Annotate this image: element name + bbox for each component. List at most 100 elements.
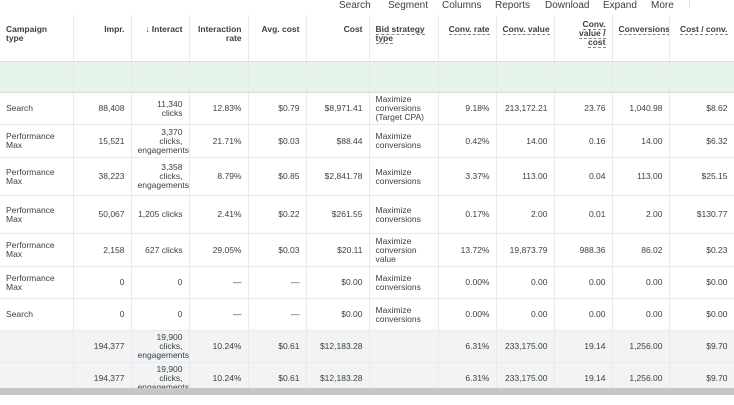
interactions-cell: 0	[131, 266, 190, 299]
table-row[interactable]: Performance Max 0 0— — $0.00 Maximize convers…	[0, 266, 734, 299]
avg-cost-cell: $0.22	[248, 195, 307, 234]
conv-rate-cell: 0.17%	[438, 195, 497, 234]
table-row[interactable]: Search 0 0— — $0.00 Maximize conversions 0.00%…	[0, 298, 734, 331]
cost-conv-cell: $8.62	[669, 92, 734, 125]
interactions-cell: 11,340 clicks	[131, 92, 190, 125]
conversions-cell: 1,040.98	[612, 92, 670, 125]
avg-cost-cell: $0.03	[248, 233, 307, 267]
bid-strategy-link[interactable]: Maximize conversions	[369, 157, 439, 196]
total-conv-rate-cell: 6.31%	[438, 330, 497, 363]
col-bid-strategy-type[interactable]: Bid strategy type	[369, 15, 439, 62]
table-toolbar: Search Segment Columns Reports Download …	[0, 0, 734, 14]
avg-cost-cell: $0.79	[248, 92, 307, 125]
conv-value-cell: 0.00	[496, 298, 555, 331]
impr-cell: 38,223	[73, 157, 132, 196]
col-conversions[interactable]: Conversions	[612, 15, 670, 62]
campaign-type-cell: Search	[0, 298, 74, 331]
total-bid-strategy-cell	[369, 330, 439, 363]
conversions-cell: 14.00	[612, 124, 670, 158]
conv-value-cost-cell: 23.76	[554, 92, 613, 125]
total-conv-value-cost-cell: 19.14	[554, 330, 613, 363]
conversions-cell: 86.02	[612, 233, 670, 267]
interactions-cell: 627 clicks	[131, 233, 190, 267]
conv-rate-cell: 9.18%	[438, 92, 497, 125]
interaction-rate-cell: 29.05%	[189, 233, 249, 267]
cost-cell: $2,841.78	[306, 157, 370, 196]
conv-value-cost-cell: 0.16	[554, 124, 613, 158]
total-conversions-cell: 1,256.00	[612, 330, 670, 363]
totals-label-cell	[0, 330, 74, 363]
interaction-rate-cell: 12.83%	[189, 92, 249, 125]
conversions-cell: 0.00	[612, 298, 670, 331]
columns-button[interactable]: Columns	[442, 0, 482, 11]
cost-cell: $8,971.41	[306, 92, 370, 125]
interaction-rate-cell: —	[189, 298, 249, 331]
bid-strategy-link[interactable]: Maximize conversion value	[369, 233, 439, 267]
cost-conv-cell: $6.32	[669, 124, 734, 158]
cost-cell: $261.55	[306, 195, 370, 234]
bid-strategy-link[interactable]: Maximize conversions	[369, 124, 439, 158]
reports-button[interactable]: Reports	[495, 0, 531, 11]
cost-cell: $0.00	[306, 298, 370, 331]
conversions-cell: 113.00	[612, 157, 670, 196]
cost-cell: $0.00	[306, 266, 370, 299]
conv-value-cell: 14.00	[496, 124, 555, 158]
conv-rate-cell: 13.72%	[438, 233, 497, 267]
cost-conv-cell: $130.77	[669, 195, 734, 234]
table-row[interactable]: Performance Max 2,158 627 clicks 29.05% $0.0…	[0, 233, 734, 267]
avg-cost-cell: $0.03	[248, 124, 307, 158]
col-interactions[interactable]: ↓ Interact	[131, 15, 190, 62]
col-conv-value-cost[interactable]: Conv. value / cost	[554, 15, 613, 62]
avg-cost-cell: $0.85	[248, 157, 307, 196]
cost-conv-cell: $0.23	[669, 233, 734, 267]
impr-cell: 2,158	[73, 233, 132, 267]
col-avg-cost[interactable]: Avg. cost	[248, 15, 307, 62]
table-row[interactable]: Performance Max 15,521 3,370 clicks, engag…	[0, 124, 734, 158]
table-row[interactable]: Performance Max 38,223 3,358 clicks, engag…	[0, 157, 734, 196]
conversions-cell: 2.00	[612, 195, 670, 234]
col-cost[interactable]: Cost	[306, 15, 370, 62]
total-cost-cell: $12,183.28	[306, 330, 370, 363]
cost-conv-cell: $0.00	[669, 298, 734, 331]
bid-strategy-link[interactable]: Maximize conversions	[369, 266, 439, 299]
conv-value-cost-cell: 0.00	[554, 266, 613, 299]
campaign-type-cell: Performance Max	[0, 124, 74, 158]
conv-value-cell: 19,873.79	[496, 233, 555, 267]
table-row[interactable]: Performance Max 50,067 1,205 clicks 2.41% $0…	[0, 195, 734, 234]
conv-value-cost-cell: 0.00	[554, 298, 613, 331]
toolbar-divider	[689, 0, 690, 8]
cost-conv-cell: $25.15	[669, 157, 734, 196]
col-conv-value[interactable]: Conv. value	[496, 15, 555, 62]
interactions-cell: 0	[131, 298, 190, 331]
conv-rate-cell: 0.00%	[438, 298, 497, 331]
interactions-cell: 1,205 clicks	[131, 195, 190, 234]
bid-strategy-link[interactable]: Maximize conversions	[369, 298, 439, 331]
search-button[interactable]: Search	[339, 0, 371, 11]
total-conv-value-cell: 233,175.00	[496, 330, 555, 363]
bid-strategy-link[interactable]: Maximize conversions	[369, 195, 439, 234]
table-row[interactable]: Search 88,408 11,340 clicks 12.83% $0.79 $8,9…	[0, 92, 734, 125]
campaign-type-cell: Performance Max	[0, 233, 74, 267]
cost-cell: $20.11	[306, 233, 370, 267]
impr-cell: 88,408	[73, 92, 132, 125]
download-button[interactable]: Download	[545, 0, 590, 11]
cost-conv-cell: $0.00	[669, 266, 734, 299]
bid-strategy-link[interactable]: Maximize conversions (Target CPA)	[369, 92, 439, 125]
more-button[interactable]: More	[651, 0, 674, 11]
interaction-rate-cell: 8.79%	[189, 157, 249, 196]
scrollbar-thumb[interactable]	[0, 388, 734, 395]
col-conv-rate[interactable]: Conv. rate	[438, 15, 497, 62]
horizontal-scrollbar[interactable]	[0, 388, 734, 405]
col-impr[interactable]: Impr.	[73, 15, 132, 62]
segment-button[interactable]: Segment	[388, 0, 429, 11]
col-cost-conv[interactable]: Cost / conv.	[669, 15, 734, 62]
header-row: Campaign type Impr. ↓ Interact Interactio…	[0, 15, 734, 62]
total-avg-cost-cell: $0.61	[248, 330, 307, 363]
expand-button[interactable]: Expand	[603, 0, 637, 11]
avg-cost-cell: —	[248, 298, 307, 331]
col-campaign-type[interactable]: Campaign type	[0, 15, 74, 62]
conv-value-cost-cell: 0.04	[554, 157, 613, 196]
col-interaction-rate[interactable]: Interaction rate	[189, 15, 249, 62]
sort-arrow-down-icon: ↓	[145, 24, 150, 34]
avg-cost-cell: —	[248, 266, 307, 299]
